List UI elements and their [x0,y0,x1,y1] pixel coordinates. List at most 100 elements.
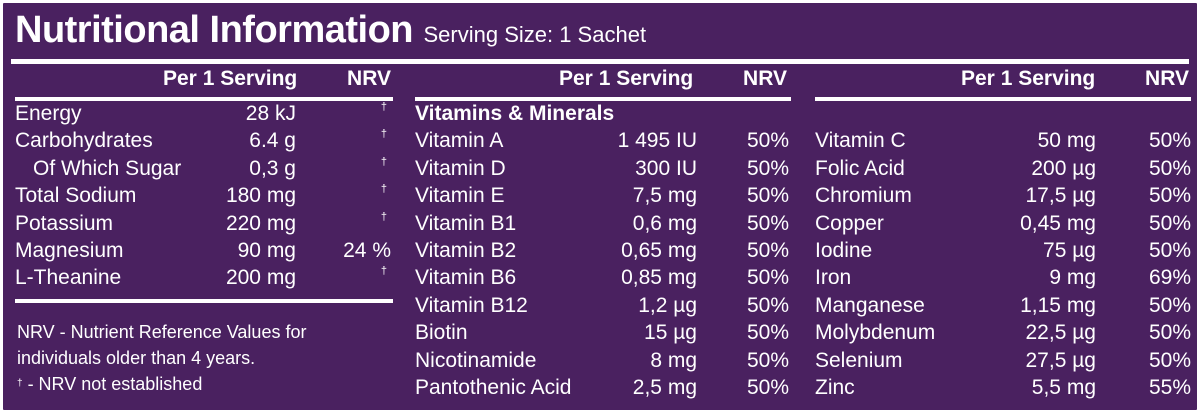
nutrient-value: 200 mg [225,266,296,290]
table-row: Nicotinamide 8 mg 50% [415,348,791,375]
table-row: Copper 0,45 mg 50% [815,211,1191,238]
nutrient-value: 0,3 g [249,156,296,180]
header-per-serving: Per 1 Serving [559,67,694,90]
nutrient-name: Potassium [15,211,114,235]
header-divider [15,97,393,101]
table-row: Magnesium 90 mg 24 % [15,238,393,265]
serving-size: Serving Size: 1 Sachet [423,22,647,47]
nutrient-name: Vitamin C [815,129,906,153]
table-row: Biotin 15 µg 50% [415,320,791,347]
nutrient-value: 50 mg [1037,129,1096,153]
dagger-symbol: † [380,101,387,113]
nutrient-value: 1,2 µg [638,293,697,317]
nrv-value: 50% [746,238,789,262]
nutrient-name: Magnesium [15,238,124,262]
table-row: Chromium 17,5 µg 50% [815,183,1191,210]
nutrient-value: 75 µg [1043,238,1096,262]
header-divider [415,97,791,101]
nutrient-name: Carbohydrates [15,129,153,153]
nutrient-value: 27,5 µg [1025,348,1097,372]
dagger-symbol: † [380,183,387,196]
nrv-value: 50% [746,211,789,235]
header-nrv: NRV [743,67,787,90]
table-row: Molybdenum 22,5 µg 50% [815,320,1191,347]
nrv-value: 50% [1148,238,1191,262]
nutrient-name: L-Theanine [15,266,122,290]
nutrient-value: 9 mg [1049,266,1096,290]
nutrient-value: 200 µg [1031,156,1096,180]
nutrient-name: Of Which Sugar [33,156,182,180]
nutrient-name: Iodine [815,238,873,262]
dagger-symbol: † [380,155,387,168]
nutrient-value: 220 mg [225,211,296,235]
nrv-value: 50% [746,293,789,317]
nrv-value: 50% [746,156,789,180]
table-row: Vitamin D 300 IU 50% [415,156,791,183]
table-row: Potassium 220 mg † [15,211,393,238]
nutrient-name: Biotin [415,321,468,345]
table-row: Iodine 75 µg 50% [815,238,1191,265]
nrv-value: 50% [1148,211,1191,235]
panel-title: Nutritional Information [15,9,414,51]
nutrient-value: 8 mg [650,348,697,372]
nutrient-name: Pantothenic Acid [415,375,572,399]
nutrient-value: 1 495 IU [617,129,697,153]
table-row: Iron 9 mg 69% [815,265,1191,292]
nutrient-name: Copper [815,211,884,235]
nutrient-value: 6.4 g [249,129,296,153]
nutrient-value: 0,85 mg [621,266,697,290]
footnote-line: † - NRV not established [17,371,306,397]
table-row: Vitamin C 50 mg 50% [815,128,1191,155]
nutrient-name: Vitamin D [415,156,506,180]
footnote: NRV - Nutrient Reference Values for indi… [17,319,306,397]
table-row: Manganese 1,15 mg 50% [815,293,1191,320]
table-row: Vitamin B6 0,85 mg 50% [415,265,791,292]
table-rows: Energy 28 kJ † Carbohydrates 6.4 g † Of Which… [15,101,393,293]
nrv-value: 50% [746,348,789,372]
table-row: Vitamin A 1 495 IU 50% [415,128,791,155]
nutrient-name: Manganese [815,293,925,317]
nutrient-name: Chromium [815,184,912,208]
header-per-serving: Per 1 Serving [163,67,298,90]
nrv-value: 50% [1148,348,1191,372]
nutrient-value: 28 kJ [245,102,296,125]
nutrient-name: Vitamin B1 [415,211,517,235]
nrv-value: 69% [1148,266,1191,290]
nrv-value: 50% [1148,156,1191,180]
nutrient-value: 15 µg [644,321,697,345]
title-divider [11,59,1189,64]
nrv-value: 50% [746,129,789,153]
table-row: Folic Acid 200 µg 50% [815,156,1191,183]
nrv-value: 50% [1148,129,1191,153]
table-rows: Vitamin C 50 mg 50% Folic Acid 200 µg 50% Chro… [815,128,1191,402]
table-row: Zinc 5,5 mg 55% [815,375,1191,402]
nutrient-value: 0,65 mg [621,238,697,262]
table-row: Vitamin B2 0,65 mg 50% [415,238,791,265]
nutrient-value: 1,15 mg [1020,293,1096,317]
nutrient-name: Nicotinamide [415,348,537,372]
nrv-value: 24 % [343,238,391,262]
table-row: Of Which Sugar 0,3 g † [15,156,393,183]
table-row: L-Theanine 200 mg † [15,265,393,292]
nutrient-value: 7,5 mg [632,184,697,208]
nutrient-name: Vitamin B2 [415,238,517,262]
nrv-value: 50% [746,266,789,290]
table-row: Carbohydrates 6.4 g † [15,128,393,155]
nrv-value: 50% [746,184,789,208]
dagger-symbol: † [17,378,23,389]
footnote-line-text: - NRV not established [22,374,203,394]
nutrient-value: 90 mg [237,238,296,262]
dagger-symbol: † [380,265,387,278]
nutrient-value: 22,5 µg [1025,321,1097,345]
dagger-symbol: † [380,210,387,223]
nutrient-name: Folic Acid [815,156,905,180]
nutrient-name: Vitamin E [415,184,505,208]
header-divider [815,97,1191,101]
footnote-line: NRV - Nutrient Reference Values for [17,322,307,342]
nutrient-name: Energy [15,102,82,125]
table-row: Energy 28 kJ † [15,101,393,128]
nutrient-name: Vitamin B6 [415,266,517,290]
table-row: Vitamin E 7,5 mg 50% [415,183,791,210]
